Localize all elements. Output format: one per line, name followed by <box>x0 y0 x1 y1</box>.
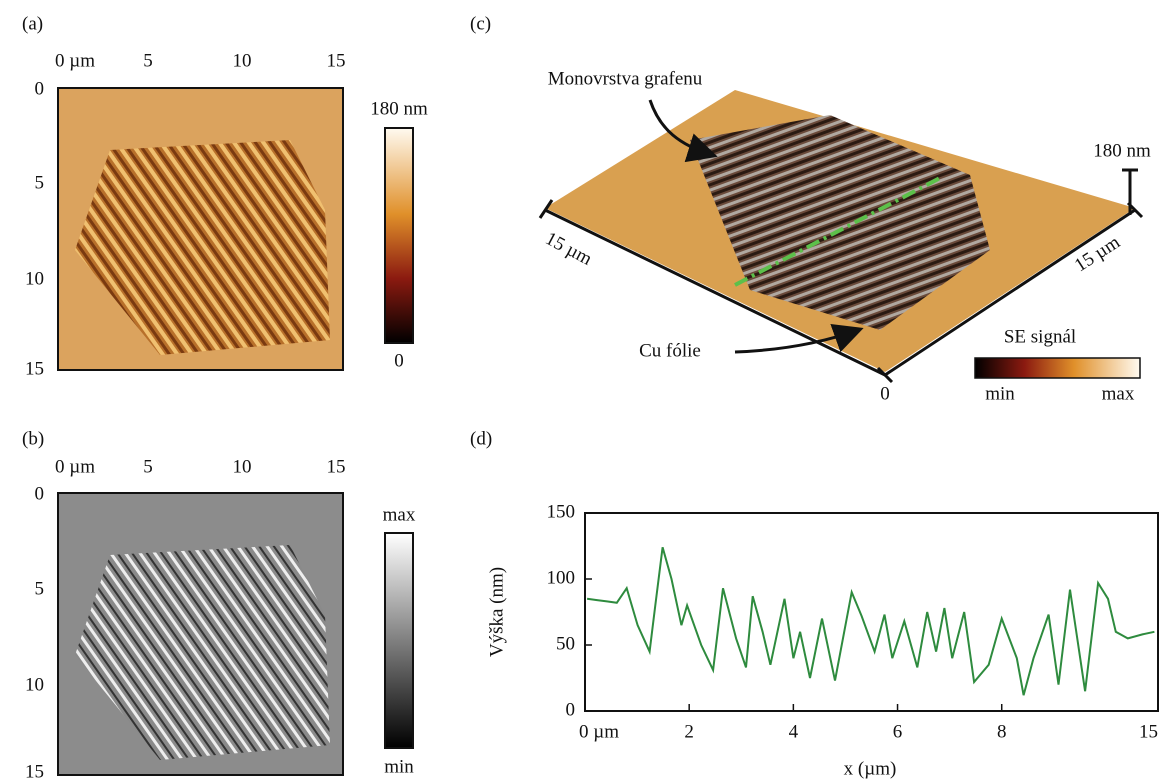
panel-label: (c) <box>470 13 491 34</box>
y-axis-label: Výška (nm) <box>486 567 507 657</box>
left-tick: 5 <box>35 578 45 599</box>
top-tick: 0 µm <box>55 50 95 71</box>
colorbar-min: min <box>985 383 1015 404</box>
left-tick: 15 <box>25 358 44 379</box>
colorbar-max: 180 nm <box>370 98 428 119</box>
colorbar-min: 0 <box>394 350 404 371</box>
axis-label: 15 µm <box>542 228 596 270</box>
top-tick: 5 <box>143 456 153 477</box>
colorbar-title: SE signál <box>1004 326 1076 347</box>
top-tick: 5 <box>143 50 153 71</box>
y-tick-label: 100 <box>547 567 576 588</box>
panel-label: (b) <box>22 428 44 449</box>
left-tick: 0 <box>35 483 45 504</box>
plot-frame <box>584 512 1159 712</box>
x-tick-label: 8 <box>997 721 1007 742</box>
left-tick: 15 <box>25 761 44 782</box>
top-tick: 10 <box>233 50 252 71</box>
y-tick-label: 0 <box>566 699 576 720</box>
colorbar <box>384 127 414 344</box>
x-tick-label: 15 <box>1139 721 1158 742</box>
height-label: 180 nm <box>1093 140 1151 161</box>
left-tick: 10 <box>25 674 44 695</box>
annotation: Cu fólie <box>639 340 701 361</box>
x-tick-label: 2 <box>684 721 694 742</box>
top-tick: 10 <box>233 456 252 477</box>
colorbar <box>384 532 414 749</box>
colorbar-max: max <box>1102 383 1135 404</box>
y-tick-label: 50 <box>556 633 575 654</box>
arrow <box>648 99 718 163</box>
flake <box>75 545 330 760</box>
annotation: Monovrstva grafenu <box>548 68 703 89</box>
axis-tick <box>538 199 554 219</box>
profile-line <box>734 176 941 287</box>
colorbar-max: max <box>383 504 416 525</box>
top-tick: 15 <box>327 456 346 477</box>
colorbar-min: min <box>384 756 414 777</box>
x-tick-label: 4 <box>789 721 799 742</box>
flake <box>75 140 330 355</box>
origin-label: 0 <box>880 383 890 404</box>
y-tick-label: 150 <box>547 501 576 522</box>
colorbar <box>974 357 1141 379</box>
x-tick-label: 6 <box>893 721 903 742</box>
x-tick-label: 0 µm <box>579 721 619 742</box>
flake-3d <box>690 115 990 330</box>
left-tick: 5 <box>35 172 45 193</box>
top-tick: 0 µm <box>55 456 95 477</box>
axis-tick <box>876 366 894 384</box>
top-tick: 15 <box>327 50 346 71</box>
panel-label: (a) <box>22 13 43 34</box>
profile-line <box>586 547 1155 696</box>
panel-label: (d) <box>470 428 492 449</box>
arrow <box>734 323 864 354</box>
left-tick: 10 <box>25 268 44 289</box>
x-axis-label: x (µm) <box>844 758 897 779</box>
left-tick: 0 <box>35 78 45 99</box>
